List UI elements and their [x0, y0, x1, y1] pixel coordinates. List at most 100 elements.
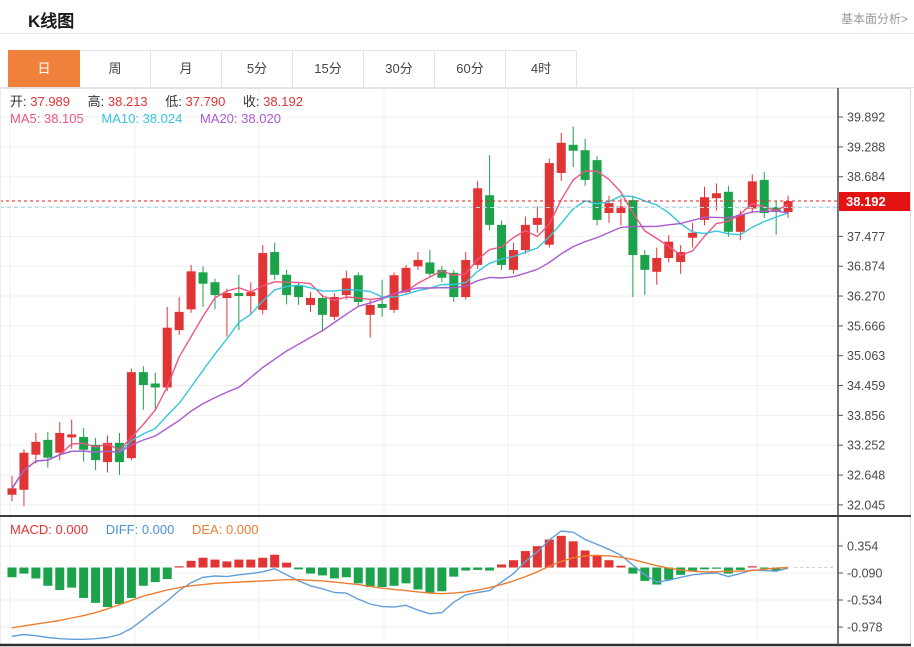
candle-down	[43, 439, 53, 458]
macd-hist-bar-up	[604, 560, 614, 568]
macd-axis-label: -0.090	[847, 566, 882, 580]
price-axis-label: 39.288	[847, 140, 885, 154]
fundamental-analysis-link[interactable]: 基本面分析>	[840, 12, 908, 26]
ma-info: MA5: 38.105 MA10: 38.024 MA20: 38.020	[10, 111, 295, 126]
ma20-label: MA20:	[199, 111, 238, 126]
macd-hist-bar-down	[437, 567, 447, 592]
price-axis-label: 33.856	[847, 409, 885, 423]
macd-hist-bar-up	[568, 541, 578, 568]
macd-hist-bar-down	[31, 567, 41, 579]
macd-hist-bar-down	[294, 567, 304, 570]
candle-up	[341, 278, 351, 296]
candle-up	[520, 224, 530, 251]
macd-hist-bar-up	[234, 559, 244, 568]
close-value: 38.192	[263, 94, 303, 109]
macd-hist-bar-down	[150, 567, 160, 583]
candle-up	[401, 267, 411, 293]
candle-up	[616, 206, 626, 214]
candle-down	[485, 195, 495, 225]
price-axis-label: 32.045	[847, 498, 885, 512]
candle-down	[437, 269, 447, 278]
ma5-label: MA5:	[10, 111, 41, 126]
macd-hist-bar-up	[520, 551, 530, 568]
macd-hist-bar-down	[126, 567, 136, 598]
page-title: K线图	[28, 12, 75, 31]
ohlc-info: 开: 37.989 高: 38.213 低: 37.790 收: 38.192	[10, 91, 317, 110]
close-label: 收:	[242, 94, 260, 109]
candle-up	[532, 217, 542, 225]
candle-up	[783, 201, 793, 213]
candle-up	[556, 142, 566, 173]
price-axis-label: 39.892	[847, 111, 885, 125]
candle-up	[246, 292, 256, 297]
period-tab-5[interactable]: 30分	[364, 50, 435, 88]
period-tab-2[interactable]: 月	[151, 50, 222, 88]
candle-up	[652, 257, 662, 272]
macd-hist-bar-down	[485, 567, 495, 571]
candle-up	[735, 214, 745, 232]
macd-label: MACD:	[10, 522, 52, 537]
candle-down	[234, 293, 244, 297]
price-axis-label: 32.648	[847, 469, 885, 483]
candle-up	[67, 434, 77, 438]
candle-down	[294, 285, 304, 298]
diff-value: 0.000	[141, 522, 175, 537]
candle-up	[688, 232, 698, 238]
period-tab-0[interactable]: 日	[8, 50, 80, 88]
price-axis-label: 34.459	[847, 379, 885, 393]
macd-hist-bar-up	[246, 559, 256, 568]
period-tab-3[interactable]: 5分	[222, 50, 293, 88]
macd-hist-bar-down	[317, 567, 327, 576]
candle-up	[174, 311, 184, 331]
macd-axis-label: 0.354	[847, 539, 878, 553]
macd-hist-bar-up	[210, 559, 220, 568]
page-header: K线图 基本面分析>	[0, 0, 914, 34]
candle-down	[150, 383, 160, 388]
candle-up	[103, 442, 113, 463]
candle-up	[162, 327, 172, 388]
candle-up	[700, 197, 710, 220]
candle-down	[425, 262, 435, 274]
macd-hist-bar-down	[461, 567, 471, 571]
ma10-label: MA10:	[101, 111, 139, 126]
candle-up	[413, 259, 423, 267]
candle-down	[568, 144, 578, 151]
candle-up	[544, 163, 554, 245]
candle-up	[365, 304, 375, 315]
macd-hist-bar-up	[508, 560, 518, 568]
macd-hist-bar-down	[664, 567, 674, 580]
macd-hist-bar-up	[258, 557, 268, 568]
macd-hist-bar-down	[759, 567, 769, 569]
period-tab-6[interactable]: 60分	[435, 50, 506, 88]
candle-up	[747, 181, 757, 209]
candle-up	[258, 253, 268, 310]
candle-up	[306, 298, 315, 305]
macd-hist-bar-down	[67, 567, 77, 588]
candle-down	[138, 372, 148, 386]
macd-hist-bar-down	[341, 567, 351, 578]
candle-down	[353, 275, 363, 302]
macd-hist-bar-down	[676, 567, 686, 575]
candle-up	[186, 271, 196, 310]
high-value: 38.213	[107, 94, 148, 109]
macd-hist-bar-up	[580, 550, 590, 568]
macd-hist-bar-down	[19, 567, 29, 574]
macd-hist-bar-down	[353, 567, 363, 584]
candle-up	[126, 372, 136, 459]
ma10-value: 38.024	[142, 111, 183, 126]
macd-hist-bar-down	[449, 567, 459, 577]
macd-hist-bar-up	[222, 561, 232, 568]
ma10-line	[11, 195, 789, 489]
macd-hist-bar-up	[616, 565, 626, 568]
open-label: 开:	[10, 94, 27, 109]
macd-hist-bar-up	[747, 566, 757, 568]
macd-hist-bar-down	[413, 567, 423, 590]
candle-up	[604, 203, 614, 214]
macd-hist-bar-down	[425, 567, 435, 593]
macd-hist-bar-down	[401, 567, 411, 584]
macd-hist-bar-down	[700, 567, 710, 570]
candle-down	[628, 200, 638, 256]
candle-up	[329, 297, 339, 317]
macd-hist-bar-down	[688, 567, 698, 572]
